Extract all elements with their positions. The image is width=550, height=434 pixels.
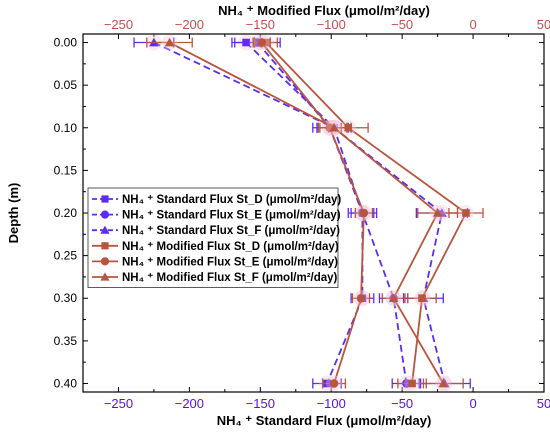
y-tick-label: 0.30	[54, 291, 78, 305]
legend-marker	[101, 242, 109, 250]
top-tick-label: −100	[317, 17, 346, 32]
data-point	[432, 208, 443, 217]
legend: NH₄ ⁺ Standard Flux St_D (μmol/m²/day) NH…	[87, 187, 341, 288]
data-point	[388, 293, 399, 303]
y-tick-label: 0.25	[54, 249, 78, 263]
bottom-tick-label: 50	[537, 396, 550, 411]
bottom-tick-label: −250	[104, 396, 133, 411]
legend-label: NH₄ ⁺ Standard Flux St_F (μmol/m²/day)	[122, 225, 340, 237]
bottom-tick-label: −200	[175, 396, 204, 411]
legend-entry: NH₄ ⁺ Modified Flux St_D (μmol/m²/day)	[92, 241, 339, 253]
bottom-tick-label: −100	[317, 396, 346, 411]
y-axis-title: Depth (m)	[6, 183, 21, 244]
legend-entry: NH₄ ⁺ Standard Flux St_E (μmol/m²/day)	[92, 210, 341, 222]
legend-marker	[100, 272, 110, 281]
top-tick-label: 0	[469, 17, 476, 32]
data-point	[329, 379, 339, 388]
legend-label: NH₄ ⁺ Standard Flux St_E (μmol/m²/day)	[122, 210, 341, 222]
legend-label: NH₄ ⁺ Modified Flux St_F (μmol/m²/day)	[122, 272, 338, 284]
legend-entry: NH₄ ⁺ Standard Flux St_F (μmol/m²/day)	[92, 225, 340, 237]
y-tick-label: 0.20	[54, 206, 78, 220]
legend-label: NH₄ ⁺ Modified Flux St_E (μmol/m²/day)	[122, 256, 338, 268]
data-point	[408, 379, 416, 388]
plot-area	[133, 34, 484, 392]
y-tick-label: 0.05	[54, 78, 78, 92]
top-tick-label: −150	[246, 17, 275, 32]
axes: −250 −200 −150 −100 −50 0 50 −250 −200 −150 −100 −5…	[54, 17, 550, 411]
y-tick-label: 0.00	[54, 36, 78, 50]
data-point	[356, 293, 366, 303]
y-tick-label: 0.10	[54, 121, 78, 135]
legend-entry: NH₄ ⁺ Modified Flux St_F (μmol/m²/day)	[92, 272, 338, 284]
bottom-axis-title: NH₄ ⁺ Standard Flux (μmol/m²/day)	[217, 413, 432, 428]
legend-box	[87, 187, 339, 288]
legend-marker	[100, 257, 110, 266]
legend-entry: NH₄ ⁺ Standard Flux St_D (μmol/m²/day)	[92, 194, 341, 206]
data-point	[418, 294, 426, 303]
bottom-tick-label: −150	[246, 396, 275, 411]
top-tick-label: 50	[537, 17, 550, 32]
y-tick-label: 0.15	[54, 163, 78, 177]
top-axis-title: NH₄ ⁺ Modified Flux (μmol/m²/day)	[218, 3, 430, 18]
legend-label: NH₄ ⁺ Modified Flux St_D (μmol/m²/day)	[122, 241, 339, 253]
y-tick-label: 0.40	[54, 376, 78, 390]
bottom-tick-label: 0	[469, 396, 476, 411]
top-tick-label: −250	[104, 17, 133, 32]
top-tick-label: −50	[391, 17, 413, 32]
top-tick-label: −200	[175, 17, 204, 32]
legend-label: NH₄ ⁺ Standard Flux St_D (μmol/m²/day)	[122, 194, 341, 206]
data-point	[257, 38, 267, 47]
series-6	[146, 34, 464, 392]
data-point	[329, 122, 339, 132]
legend-marker	[101, 195, 109, 203]
data-point	[359, 208, 369, 218]
y-tick-label: 0.35	[54, 334, 78, 348]
legend-entry: NH₄ ⁺ Modified Flux St_E (μmol/m²/day)	[92, 256, 338, 268]
data-point	[462, 209, 470, 217]
bottom-tick-label: −50	[391, 396, 413, 411]
legend-marker	[100, 210, 110, 219]
data-point	[438, 378, 449, 388]
legend-marker	[100, 225, 110, 234]
data-point	[164, 37, 175, 47]
